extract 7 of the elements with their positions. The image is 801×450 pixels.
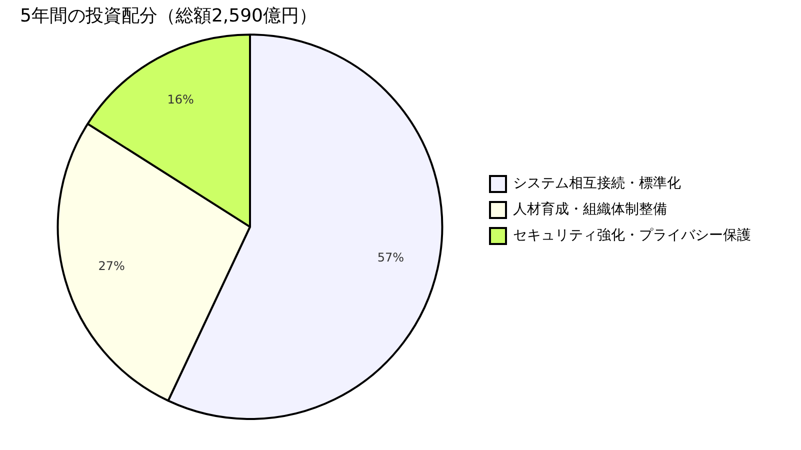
- data-label: 57%: [377, 250, 404, 264]
- legend-label: セキュリティ強化・プライバシー保護: [513, 228, 751, 244]
- legend-label: 人材育成・組織体制整備: [513, 200, 667, 218]
- legend-label: システム相互接続・標準化: [513, 176, 681, 192]
- data-label: 16%: [167, 92, 194, 107]
- data-label: 27%: [98, 259, 125, 274]
- chart-title: 5年間の投資配分（総額2,590億円）: [20, 5, 317, 26]
